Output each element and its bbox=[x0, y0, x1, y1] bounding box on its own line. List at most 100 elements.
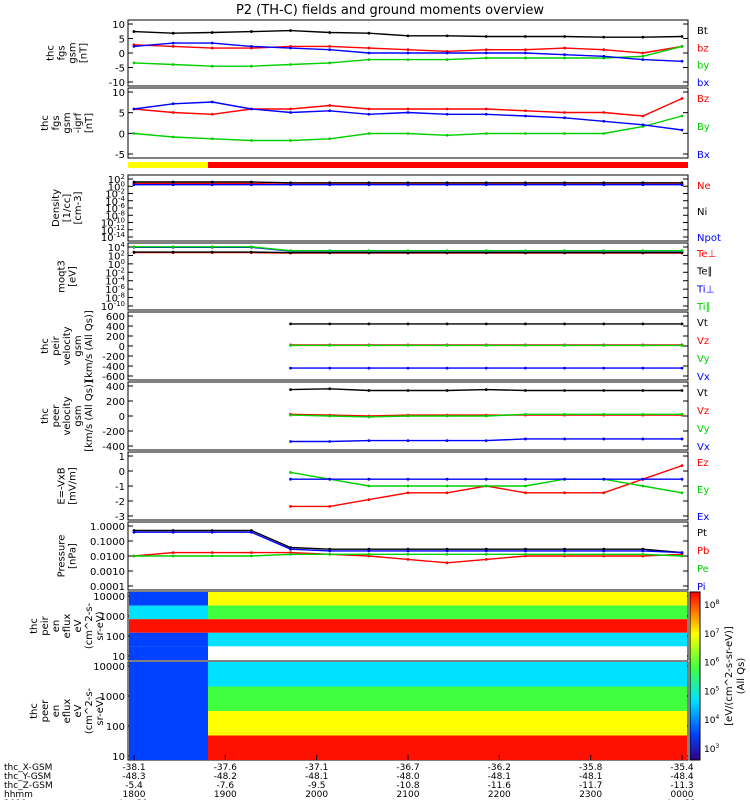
data-point bbox=[406, 183, 410, 187]
ytick-label: 10-2 bbox=[105, 266, 125, 279]
ytick-label: -200 bbox=[102, 352, 125, 363]
data-point bbox=[563, 53, 566, 57]
data-point bbox=[524, 114, 527, 118]
data-point bbox=[367, 322, 371, 326]
legend-entry: Ex bbox=[697, 512, 709, 523]
ytick-label: 1.0000 bbox=[90, 522, 125, 533]
x-row-value: -48.1 bbox=[305, 772, 328, 782]
data-point bbox=[602, 35, 606, 39]
ytick-label: -200 bbox=[102, 427, 125, 438]
data-point bbox=[484, 344, 488, 347]
panel-ylabel: en bbox=[51, 705, 62, 718]
data-point bbox=[563, 549, 566, 553]
data-point bbox=[563, 366, 566, 370]
ytick-label: -10 bbox=[109, 78, 125, 89]
data-point bbox=[250, 107, 253, 111]
data-point bbox=[210, 551, 214, 554]
data-point bbox=[406, 549, 410, 553]
panel-ylabel: eflux bbox=[62, 699, 73, 724]
data-point bbox=[445, 133, 449, 137]
data-point bbox=[328, 104, 332, 107]
data-point bbox=[602, 322, 606, 326]
data-point bbox=[445, 344, 449, 347]
data-point bbox=[406, 322, 410, 326]
data-point bbox=[524, 437, 527, 441]
panel-ylabel: peir bbox=[40, 615, 51, 635]
panel-frame bbox=[127, 87, 689, 159]
data-point bbox=[328, 552, 332, 556]
data-point bbox=[132, 554, 136, 558]
legend-entry: Bx bbox=[697, 150, 710, 161]
data-point bbox=[524, 344, 527, 347]
data-point bbox=[680, 45, 684, 48]
data-point bbox=[289, 388, 292, 392]
data-point bbox=[328, 137, 332, 141]
legend-entry: Vy bbox=[697, 424, 710, 435]
data-point bbox=[524, 181, 527, 185]
heatmap-cell bbox=[208, 662, 687, 687]
x-row-value: -35.4 bbox=[670, 763, 694, 773]
ytick-label: 10 bbox=[112, 88, 125, 99]
data-point bbox=[250, 183, 253, 187]
data-point bbox=[484, 322, 488, 326]
data-point bbox=[132, 132, 136, 135]
data-point bbox=[680, 128, 684, 132]
x-row-value: -48.4 bbox=[670, 772, 694, 782]
data-point bbox=[406, 414, 410, 418]
heatmap-cell bbox=[129, 711, 208, 736]
data-point bbox=[132, 245, 136, 249]
heatmap-cell bbox=[208, 646, 687, 660]
data-point bbox=[445, 181, 449, 185]
legend-entry: Ti⊥ bbox=[696, 284, 714, 295]
x-row-value: 2200 bbox=[488, 790, 511, 800]
data-point bbox=[484, 552, 488, 556]
panel-ylabel: [nPa] bbox=[68, 543, 79, 569]
panel-ylabel: thc bbox=[29, 618, 40, 634]
colorbar-tick-label: 104 bbox=[704, 714, 719, 726]
data-point bbox=[171, 530, 175, 534]
ytick-label: 0.0100 bbox=[90, 552, 125, 563]
data-point bbox=[602, 344, 606, 347]
ytick-label: 0 bbox=[119, 342, 125, 353]
data-point bbox=[406, 51, 410, 55]
data-point bbox=[641, 412, 645, 416]
data-point bbox=[445, 58, 449, 61]
ytick-label: 104 bbox=[108, 241, 126, 254]
data-point bbox=[367, 249, 371, 253]
data-point bbox=[171, 183, 175, 187]
data-point bbox=[289, 547, 292, 551]
data-point bbox=[328, 31, 332, 34]
data-point bbox=[445, 249, 449, 253]
legend-entry: Vx bbox=[697, 372, 710, 383]
data-point bbox=[171, 102, 175, 106]
data-point bbox=[445, 561, 449, 565]
panel-ylabel: eV bbox=[73, 704, 84, 717]
data-point bbox=[328, 61, 332, 65]
data-point bbox=[289, 413, 292, 417]
data-point bbox=[445, 549, 449, 553]
data-point bbox=[524, 412, 527, 416]
x-row-value: -36.2 bbox=[488, 763, 511, 773]
heatmap-cell bbox=[208, 619, 687, 633]
panel-ylabel: fgs bbox=[51, 115, 62, 130]
data-point bbox=[484, 48, 488, 52]
data-point bbox=[641, 35, 645, 39]
ytick-label: -1 bbox=[115, 482, 125, 493]
data-point bbox=[171, 180, 175, 184]
panel-3: Density [1/cc] [cm-3]10210010-210-410-610-… bbox=[51, 173, 721, 244]
x-row-value: 1900 bbox=[214, 790, 237, 800]
ytick-label: -5 bbox=[115, 150, 125, 161]
data-point bbox=[641, 344, 645, 347]
heatmap-cell bbox=[208, 605, 687, 620]
data-point bbox=[328, 505, 332, 508]
data-point bbox=[641, 484, 645, 488]
ytick-label: 10-10 bbox=[101, 217, 125, 230]
data-point bbox=[680, 183, 684, 187]
data-point bbox=[367, 181, 371, 185]
panel-5: thc peir velocity gsm [km/s (All Qs)] 6004002… bbox=[40, 310, 710, 383]
data-point bbox=[289, 366, 292, 370]
data-point bbox=[680, 477, 684, 481]
ytick-label: 10 bbox=[112, 20, 125, 31]
